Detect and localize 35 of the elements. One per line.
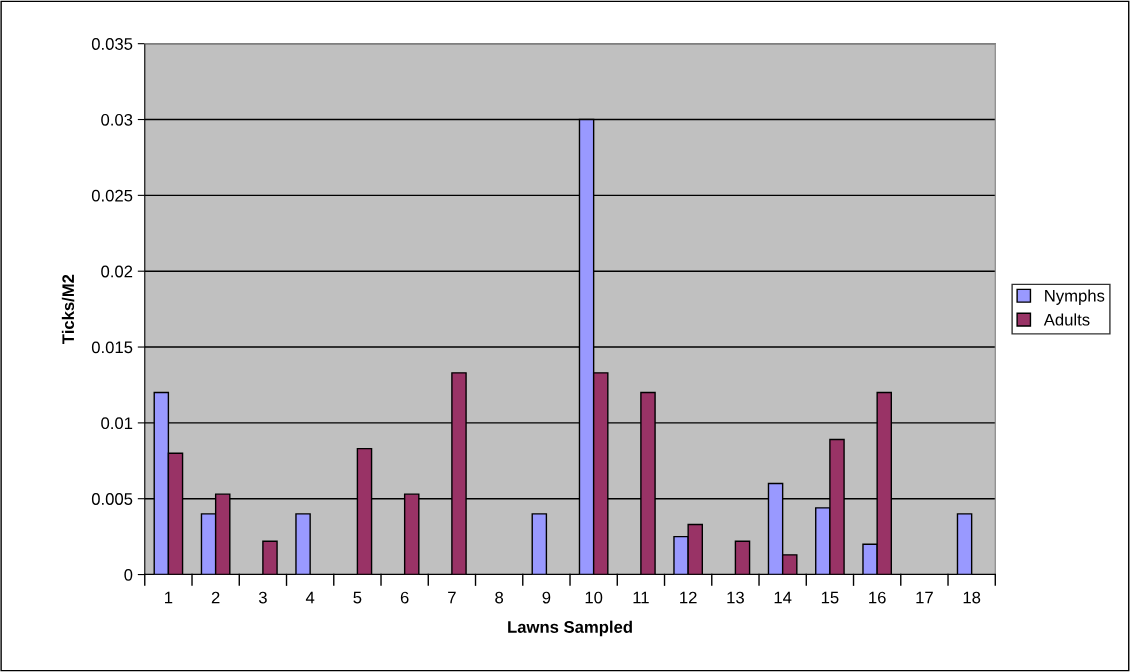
legend-label: Adults [1043, 313, 1090, 326]
x-tick-label: 2 [211, 591, 220, 604]
y-tick-label: 0.035 [91, 38, 133, 50]
y-tick-label: 0.015 [91, 341, 133, 354]
x-tick-label: 1 [165, 591, 173, 604]
x-axis-title: Lawns Sampled [508, 620, 632, 637]
x-tick-label: 6 [400, 591, 409, 604]
x-tick-label: 7 [448, 591, 456, 604]
bar [262, 540, 278, 575]
bar [295, 513, 311, 575]
x-tick-label: 11 [633, 591, 649, 604]
bar [531, 513, 548, 575]
x-tick-label: 13 [727, 591, 744, 604]
x-tick-label: 16 [869, 591, 886, 604]
x-tick-label: 14 [774, 591, 792, 604]
y-tick-label: 0.025 [91, 189, 133, 202]
x-tick-label: 17 [916, 591, 933, 604]
y-tick-label: 0.005 [91, 493, 133, 505]
bar [734, 540, 751, 575]
x-tick-label: 8 [495, 591, 504, 604]
legend-label: Nymphs [1045, 289, 1105, 305]
y-axis-title: Ticks/M2 [61, 274, 75, 344]
y-tick-label: 0.03 [101, 113, 133, 126]
x-tick-label: 10 [585, 591, 603, 604]
y-tick-label: 0.01 [101, 417, 133, 430]
y-tick-label: 0.02 [101, 265, 133, 278]
x-tick-label: 15 [821, 591, 839, 604]
x-tick-label: 18 [963, 591, 981, 604]
y-tick-label: 0 [124, 568, 133, 581]
x-tick-label: 9 [542, 591, 551, 604]
x-tick-label: 3 [258, 591, 267, 604]
x-tick-label: 4 [305, 591, 315, 604]
x-tick-label: 12 [680, 591, 697, 604]
bar [956, 513, 973, 575]
x-tick-label: 5 [353, 591, 362, 604]
